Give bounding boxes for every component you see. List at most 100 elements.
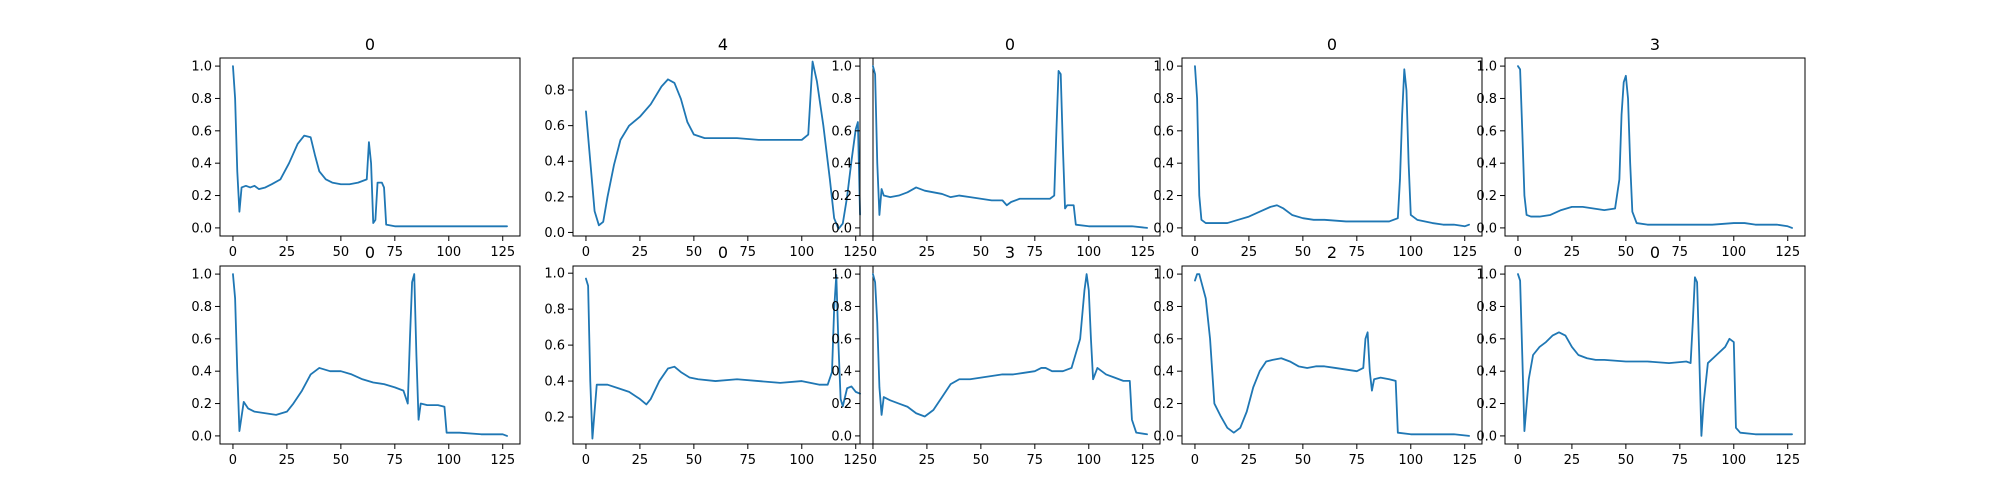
- chart-panel: 0 0 25 50 75 100 125 0.0 0.2 0.4 0.6 0.8 1.0: [1153, 35, 1483, 260]
- series-line: [1517, 65, 1793, 229]
- y-tick-label: 0.4: [544, 155, 565, 170]
- y-tick-label: 0.6: [831, 332, 852, 347]
- plot-frame: [859, 265, 1161, 445]
- x-tick-label: 75: [740, 245, 757, 260]
- y-tick-label: 0.6: [1153, 332, 1174, 347]
- x-tick-label: 25: [1564, 245, 1581, 260]
- series-line: [1194, 65, 1470, 228]
- x-tick-label: 25: [1241, 453, 1258, 468]
- x-tick-label: 125: [1452, 245, 1477, 260]
- series-line: [1517, 273, 1793, 437]
- x-tick-label: 25: [1241, 245, 1258, 260]
- y-tick-label: 0.4: [1476, 157, 1497, 172]
- y-tick-label: 0.8: [1476, 92, 1497, 107]
- y-tick-label: 0.0: [544, 226, 565, 241]
- y-tick-label: 0.6: [1476, 332, 1497, 347]
- panel-title: 0: [365, 35, 375, 54]
- chart-panel: 3 0 25 50 75 100 125 0.0 0.2 0.4 0.6 0.8 1.0: [831, 243, 1161, 468]
- y-tick-label: 0.2: [831, 397, 852, 412]
- x-tick-label: 0: [1191, 245, 1199, 260]
- chart-panel: 0 0 25 50 75 100 125 0.0 0.2 0.4 0.6 0.8 1.0: [831, 35, 1161, 260]
- panel-title: 3: [1005, 243, 1015, 262]
- y-tick-label: 0.0: [831, 429, 852, 444]
- panel-title: 0: [1327, 35, 1337, 54]
- y-tick-label: 1.0: [191, 60, 212, 75]
- series-line: [585, 60, 861, 230]
- y-tick-label: 0.2: [831, 189, 852, 204]
- x-tick-label: 125: [843, 245, 868, 260]
- y-tick-label: 1.0: [1476, 268, 1497, 283]
- x-tick-label: 50: [333, 453, 350, 468]
- panel-title: 0: [365, 243, 375, 262]
- x-tick-label: 25: [279, 245, 296, 260]
- y-tick-label: 0.2: [1476, 189, 1497, 204]
- y-tick-label: 0.6: [1153, 124, 1174, 139]
- x-tick-label: 125: [490, 453, 515, 468]
- y-tick-label: 0.2: [1476, 397, 1497, 412]
- y-tick-label: 0.4: [831, 365, 852, 380]
- y-tick-label: 0.4: [831, 157, 852, 172]
- x-tick-label: 0: [1514, 453, 1522, 468]
- x-tick-label: 75: [387, 453, 404, 468]
- panel-title: 4: [718, 35, 728, 54]
- panel-title: 0: [718, 243, 728, 262]
- x-tick-label: 100: [436, 453, 461, 468]
- y-tick-label: 0.0: [1153, 221, 1174, 236]
- series-line: [1194, 273, 1470, 437]
- x-tick-label: 50: [973, 245, 990, 260]
- x-tick-label: 25: [919, 245, 936, 260]
- chart-panel: 0 0 25 50 75 100 125 0.0 0.2 0.4 0.6 0.8 1.0: [191, 35, 521, 260]
- x-tick-label: 0: [869, 453, 877, 468]
- y-tick-label: 0.4: [544, 375, 565, 390]
- x-tick-label: 25: [279, 453, 296, 468]
- plot-frame: [1504, 265, 1806, 445]
- x-tick-label: 50: [1295, 453, 1312, 468]
- plot-frame: [572, 57, 874, 237]
- y-tick-label: 0.0: [1476, 429, 1497, 444]
- y-tick-label: 0.6: [831, 124, 852, 139]
- x-tick-label: 0: [229, 453, 237, 468]
- y-tick-label: 0.6: [544, 339, 565, 354]
- chart-panel: 0 0 25 50 75 100 125 0.0 0.2 0.4 0.6 0.8 1.0: [1476, 243, 1806, 468]
- x-tick-label: 50: [1295, 245, 1312, 260]
- plot-frame: [219, 265, 521, 445]
- x-tick-label: 125: [1775, 453, 1800, 468]
- x-tick-label: 0: [1191, 453, 1199, 468]
- y-tick-label: 0.2: [1153, 397, 1174, 412]
- x-tick-label: 0: [582, 245, 590, 260]
- x-tick-label: 75: [1349, 453, 1366, 468]
- series-line: [232, 273, 508, 437]
- chart-panel: 2 0 25 50 75 100 125 0.0 0.2 0.4 0.6 0.8 1.0: [1153, 243, 1483, 468]
- y-tick-label: 0.4: [1476, 365, 1497, 380]
- x-tick-label: 50: [686, 453, 703, 468]
- y-tick-label: 0.0: [191, 429, 212, 444]
- y-tick-label: 0.0: [191, 221, 212, 236]
- y-tick-label: 1.0: [831, 268, 852, 283]
- x-tick-label: 25: [632, 453, 649, 468]
- y-tick-label: 0.8: [831, 300, 852, 315]
- plot-frame: [219, 57, 521, 237]
- y-tick-label: 1.0: [1153, 268, 1174, 283]
- x-tick-label: 125: [1775, 245, 1800, 260]
- x-tick-label: 75: [1027, 453, 1044, 468]
- panel-title: 0: [1650, 243, 1660, 262]
- x-tick-label: 75: [387, 245, 404, 260]
- series-line: [872, 65, 1148, 229]
- y-tick-label: 0.0: [1153, 429, 1174, 444]
- x-tick-label: 100: [1076, 453, 1101, 468]
- plot-frame: [1504, 57, 1806, 237]
- x-tick-label: 0: [582, 453, 590, 468]
- x-tick-label: 125: [490, 245, 515, 260]
- y-tick-label: 0.2: [544, 411, 565, 426]
- y-tick-label: 0.0: [831, 221, 852, 236]
- x-tick-label: 0: [869, 245, 877, 260]
- x-tick-label: 25: [632, 245, 649, 260]
- y-tick-label: 0.8: [831, 92, 852, 107]
- x-tick-label: 0: [1514, 245, 1522, 260]
- x-tick-label: 125: [1452, 453, 1477, 468]
- x-tick-label: 50: [333, 245, 350, 260]
- y-tick-label: 0.6: [544, 119, 565, 134]
- x-tick-label: 125: [1130, 453, 1155, 468]
- y-tick-label: 0.8: [1153, 300, 1174, 315]
